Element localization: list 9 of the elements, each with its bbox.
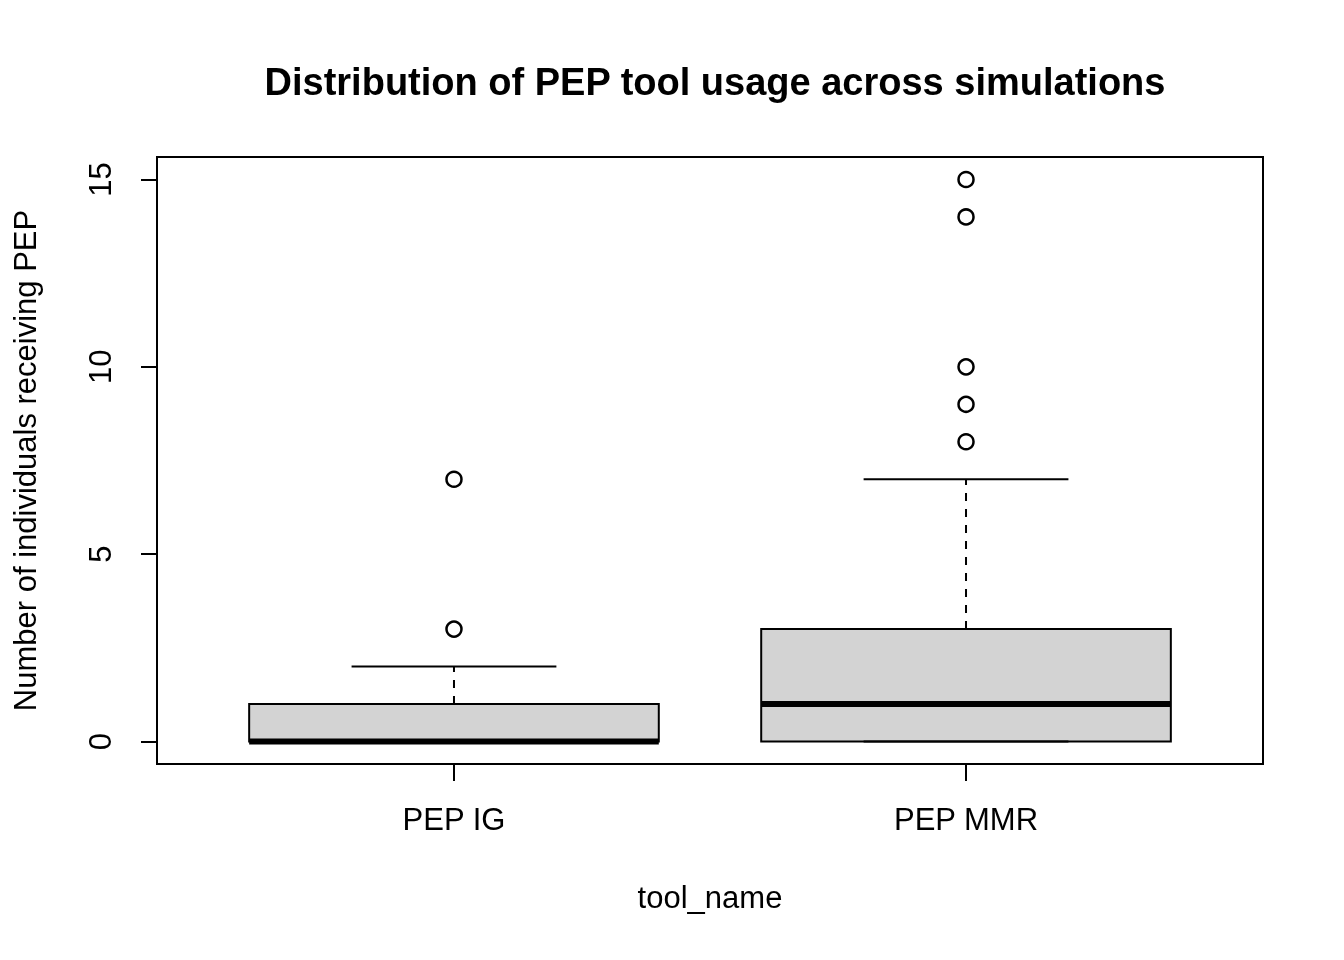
chart-title: Distribution of PEP tool usage across simulations [264,61,1166,103]
x-axis-title: tool_name [637,880,783,915]
x-tick-label: PEP IG [402,802,506,837]
y-tick-label: 0 [83,732,118,751]
y-axis-title: Number of individuals receiving PEP [8,209,43,712]
x-tick-label: PEP MMR [893,802,1039,837]
y-tick-label: 5 [83,545,118,563]
y-tick-label: 10 [83,349,118,385]
y-tick-label: 15 [83,162,118,197]
